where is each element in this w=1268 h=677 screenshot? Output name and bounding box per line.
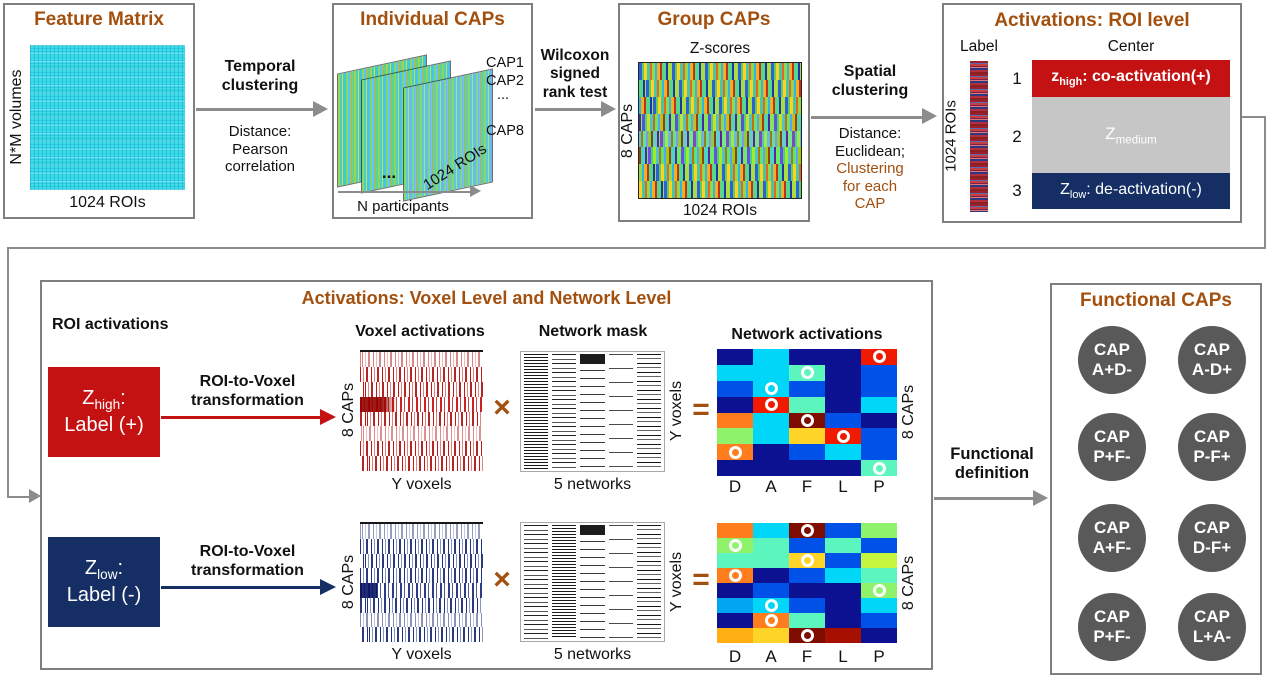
functional-definition-label: Functional definition <box>950 445 1034 483</box>
heatmap-bottom <box>717 523 897 643</box>
spatial-clustering-note: Clustering for each CAP <box>836 160 904 213</box>
roi-level-label-header: Label <box>960 38 998 55</box>
cap-circle-2: CAP A-D+ <box>1178 326 1246 394</box>
roi-level-center-header: Center <box>1107 38 1155 55</box>
heatmap-bottom-ylabel: 8 CAPs <box>900 555 917 611</box>
voxel-activations-matrix-low <box>360 522 483 642</box>
roi-level-title: Activations: ROI level <box>994 10 1190 31</box>
cap2-label: CAP2 <box>486 73 524 89</box>
mask-bottom-xlabel: 5 networks <box>553 646 632 663</box>
group-caps-matrix <box>638 62 802 199</box>
individual-caps-title: Individual CAPs <box>360 9 505 30</box>
voxel-activations-header: Voxel activations <box>355 323 485 340</box>
roi-row2-num: 2 <box>1012 127 1022 146</box>
mask-bottom-ylabel: Y voxels <box>668 551 685 613</box>
mask-top-xlabel: 5 networks <box>553 476 632 493</box>
network-mask-top <box>520 351 665 472</box>
roi-row3-bar: Zlow: de-activation(-) <box>1032 173 1230 209</box>
cap-circle-1: CAP A+D- <box>1078 326 1146 394</box>
high-arrow-line <box>161 416 320 419</box>
network-mask-bottom <box>520 522 665 642</box>
cap-circle-4: CAP P-F+ <box>1178 413 1246 481</box>
roi-row1-bar: zhigh: co-activation(+) <box>1032 60 1230 97</box>
participants-arrowhead-icon <box>470 185 481 197</box>
equals-symbol-bottom: = <box>692 563 710 596</box>
roi-row1-num: 1 <box>1012 69 1022 88</box>
roi-label-colorbar <box>970 61 988 212</box>
temporal-distance-note: Distance: Pearson correlation <box>224 123 296 176</box>
feature-matrix-y-label: N*M volumes <box>8 69 25 165</box>
voxel-top-ylabel: 8 CAPs <box>340 382 357 438</box>
voxel-activations-matrix-high <box>360 350 483 471</box>
group-caps-y-label: 8 CAPs <box>619 103 636 159</box>
cap-circle-7: CAP P+F- <box>1078 593 1146 661</box>
spatial-distance-note: Distance: Euclidean; <box>834 125 906 160</box>
heatmap-top-ylabel: 8 CAPs <box>900 384 917 440</box>
heatmap-top-cols: D A F L P <box>728 477 885 496</box>
network-mask-header: Network mask <box>538 323 648 340</box>
roi-level-strip-label: 1024 ROIs <box>942 100 960 172</box>
group-caps-x-label: 1024 ROIs <box>682 202 758 219</box>
cap-circle-5: CAP A+F- <box>1078 504 1146 572</box>
zlow-box: Zlow: Label (-) <box>48 537 160 627</box>
low-arrowhead-icon <box>320 579 336 595</box>
times-symbol-bottom: × <box>493 563 511 596</box>
voxel-network-title: Activations: Voxel Level and Network Lev… <box>301 288 672 308</box>
cap-sheet-dots: ... <box>381 163 397 182</box>
low-arrow-line <box>161 586 320 589</box>
roi-activations-header: ROI activations <box>52 316 169 333</box>
cap1-label: CAP1 <box>486 55 524 71</box>
heatmap-bottom-cols: D A F L P <box>728 647 885 666</box>
cap-circle-8: CAP L+A- <box>1178 593 1246 661</box>
feature-matrix-x-label: 1024 ROIs <box>69 194 146 211</box>
times-symbol-top: × <box>493 391 511 424</box>
temporal-arrowhead-icon <box>313 101 328 117</box>
cap-circle-3: CAP P+F- <box>1078 413 1146 481</box>
wilcoxon-arrow-line <box>535 108 601 111</box>
participants-label: N participants <box>357 198 449 215</box>
roi-to-voxel-label-low: ROI-to-Voxel transformation <box>191 543 304 579</box>
voxel-bottom-xlabel: Y voxels <box>391 646 452 663</box>
connector-arrowhead-icon <box>29 489 41 503</box>
wilcoxon-label: Wilcoxon signed rank test <box>540 47 610 101</box>
functional-caps-title: Functional CAPs <box>1079 290 1232 311</box>
roi-row2-bar: Zmedium <box>1032 97 1230 173</box>
temporal-arrow-line <box>196 108 313 111</box>
group-caps-zscores-label: Z-scores <box>689 40 751 57</box>
feature-matrix-title: Feature Matrix <box>34 9 164 30</box>
functional-arrow-line <box>934 497 1033 500</box>
spatial-clustering-label: Spatial clustering <box>831 63 909 99</box>
voxel-top-xlabel: Y voxels <box>391 476 452 493</box>
roi-to-voxel-label-high: ROI-to-Voxel transformation <box>191 373 304 409</box>
heatmap-top <box>717 349 897 476</box>
temporal-clustering-label: Temporal clustering <box>221 58 299 94</box>
feature-matrix-image <box>30 45 185 190</box>
wilcoxon-arrowhead-icon <box>601 101 616 117</box>
spatial-arrowhead-icon <box>922 108 937 124</box>
high-arrowhead-icon <box>320 409 336 425</box>
network-activations-header: Network activations <box>731 326 883 343</box>
voxel-bottom-ylabel: 8 CAPs <box>340 554 357 610</box>
group-caps-title: Group CAPs <box>657 9 771 30</box>
spatial-arrow-line <box>811 116 922 119</box>
equals-symbol-top: = <box>692 393 710 426</box>
zhigh-box: Zhigh: Label (+) <box>48 367 160 457</box>
functional-arrowhead-icon <box>1033 490 1048 506</box>
mask-top-ylabel: Y voxels <box>668 380 685 442</box>
roi-row3-num: 3 <box>1012 181 1022 200</box>
participants-arrow-line <box>338 191 470 193</box>
cap-circle-6: CAP D-F+ <box>1178 504 1246 572</box>
cap-dots-label: ... <box>496 87 510 103</box>
cap8-label: CAP8 <box>486 123 524 139</box>
